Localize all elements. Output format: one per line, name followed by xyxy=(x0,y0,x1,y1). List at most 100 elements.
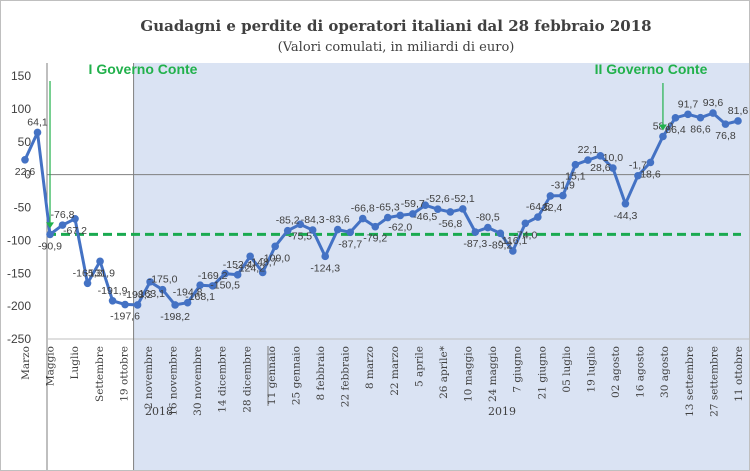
y-tick-label: 50 xyxy=(18,135,32,149)
data-point xyxy=(646,158,655,167)
x-tick-label: 16 agosto xyxy=(635,346,647,398)
data-label: -152,4 xyxy=(223,259,253,271)
data-label: -198,2 xyxy=(160,311,190,323)
data-point xyxy=(233,271,242,279)
year-label-2019: 2019 xyxy=(488,405,516,418)
data-label: -89,2 xyxy=(488,239,512,251)
data-label: -163,1 xyxy=(135,288,165,300)
data-point xyxy=(96,257,104,266)
data-label: -191,9 xyxy=(98,285,128,297)
data-point xyxy=(196,281,204,289)
data-point xyxy=(183,298,192,307)
data-point xyxy=(58,221,67,229)
data-point xyxy=(271,242,279,251)
data-point xyxy=(546,192,555,200)
data-point xyxy=(133,301,142,309)
data-point xyxy=(221,269,229,278)
data-point xyxy=(371,222,380,231)
data-points xyxy=(21,109,742,309)
data-point xyxy=(734,117,742,125)
data-label: -90,9 xyxy=(38,240,62,252)
data-label: -168,1 xyxy=(185,291,215,303)
x-axis: Marzo Maggio Luglio Settembre 19 ottobre 2 no… xyxy=(20,345,745,417)
x-tick-label: 10 maggio xyxy=(463,346,475,402)
data-point xyxy=(121,300,129,309)
data-point xyxy=(609,164,617,172)
data-point xyxy=(321,252,330,261)
data-point xyxy=(421,201,430,209)
x-tick-label: 7 giugno xyxy=(512,346,524,393)
data-label: -85,2 xyxy=(276,215,300,227)
data-label: -32,4 xyxy=(538,202,562,214)
data-point xyxy=(308,226,317,234)
data-point xyxy=(534,213,542,221)
data-point xyxy=(621,199,630,208)
data-label: 22,6 xyxy=(15,166,36,178)
y-tick-label: -150 xyxy=(7,266,31,280)
y-tick-label: 0 xyxy=(24,168,31,182)
data-point xyxy=(346,228,355,237)
data-point xyxy=(283,226,292,235)
data-label: -74,0 xyxy=(513,229,537,241)
x-tick-label: Maggio xyxy=(45,346,57,386)
data-point xyxy=(158,285,167,294)
data-label: 22,1 xyxy=(578,144,599,156)
x-tick-label: 8 marzo xyxy=(364,346,376,389)
data-point xyxy=(258,268,267,277)
series-line xyxy=(23,111,739,307)
data-point xyxy=(509,247,517,255)
x-tick-label: 11 ottobre xyxy=(733,346,745,402)
data-labels: 22,6 64,1 -90,9 -76,8 -67,2 -165,3-131,9 -191,… xyxy=(15,97,749,323)
year-labels: 2018 2019 xyxy=(145,405,516,418)
x-tick-label: Marzo xyxy=(20,346,32,380)
data-label: -56,8 xyxy=(438,218,462,230)
x-tick-label: 14 dicembre xyxy=(217,346,229,413)
annotation-label: I Governo Conte xyxy=(89,61,198,77)
x-tick-label: 13 settembre xyxy=(684,346,696,417)
data-point xyxy=(496,229,505,238)
annotations: I Governo Conte II Governo Conte xyxy=(46,61,708,229)
data-point xyxy=(709,109,717,117)
data-label: -124,2 xyxy=(235,262,265,274)
x-tick-label: 21 giugno xyxy=(536,346,548,399)
data-label: -84,3 xyxy=(301,214,325,226)
data-label: -198,2 xyxy=(123,289,153,301)
x-tick-label: 30 novembre xyxy=(192,346,204,416)
series-polyline xyxy=(23,111,739,307)
data-label: 91,7 xyxy=(678,98,699,110)
y-tick-label: 100 xyxy=(11,102,31,116)
data-label: -131,9 xyxy=(85,267,115,279)
data-label: -67,2 xyxy=(63,225,87,237)
data-label: -116,1 xyxy=(498,235,527,247)
annotation-arrow-head xyxy=(46,222,55,229)
data-label: -80,5 xyxy=(476,212,500,224)
data-point xyxy=(684,110,692,119)
data-label: 81,6 xyxy=(728,105,749,117)
x-tick-label: 28 dicembre xyxy=(241,346,253,413)
data-point xyxy=(584,156,592,164)
chart-title: Guadagni e perdite di operatori italiani… xyxy=(140,17,651,35)
data-point xyxy=(484,223,492,232)
data-point xyxy=(33,128,42,137)
x-tick-label: 30 agosto xyxy=(659,346,671,398)
data-label: -59,7 xyxy=(401,198,425,210)
data-label: 64,1 xyxy=(27,116,48,128)
data-point xyxy=(296,220,304,229)
data-point xyxy=(521,219,530,228)
data-label: -46,5 xyxy=(413,211,437,223)
data-point xyxy=(571,160,580,169)
x-tick-label: 2 novembre xyxy=(143,346,155,409)
data-label: -83,6 xyxy=(326,214,350,226)
data-label: -44,3 xyxy=(613,210,637,222)
y-tick-label: -100 xyxy=(7,233,31,247)
x-tick-label: 19 luglio xyxy=(585,346,597,393)
data-point xyxy=(559,191,567,200)
data-label: -79,2 xyxy=(363,233,387,245)
data-label: 18,6 xyxy=(640,168,661,180)
x-tick-label: 22 febbraio xyxy=(340,346,352,407)
data-label: -150,5 xyxy=(210,280,240,292)
year-label-2018: 2018 xyxy=(145,405,173,418)
data-point xyxy=(659,132,667,141)
